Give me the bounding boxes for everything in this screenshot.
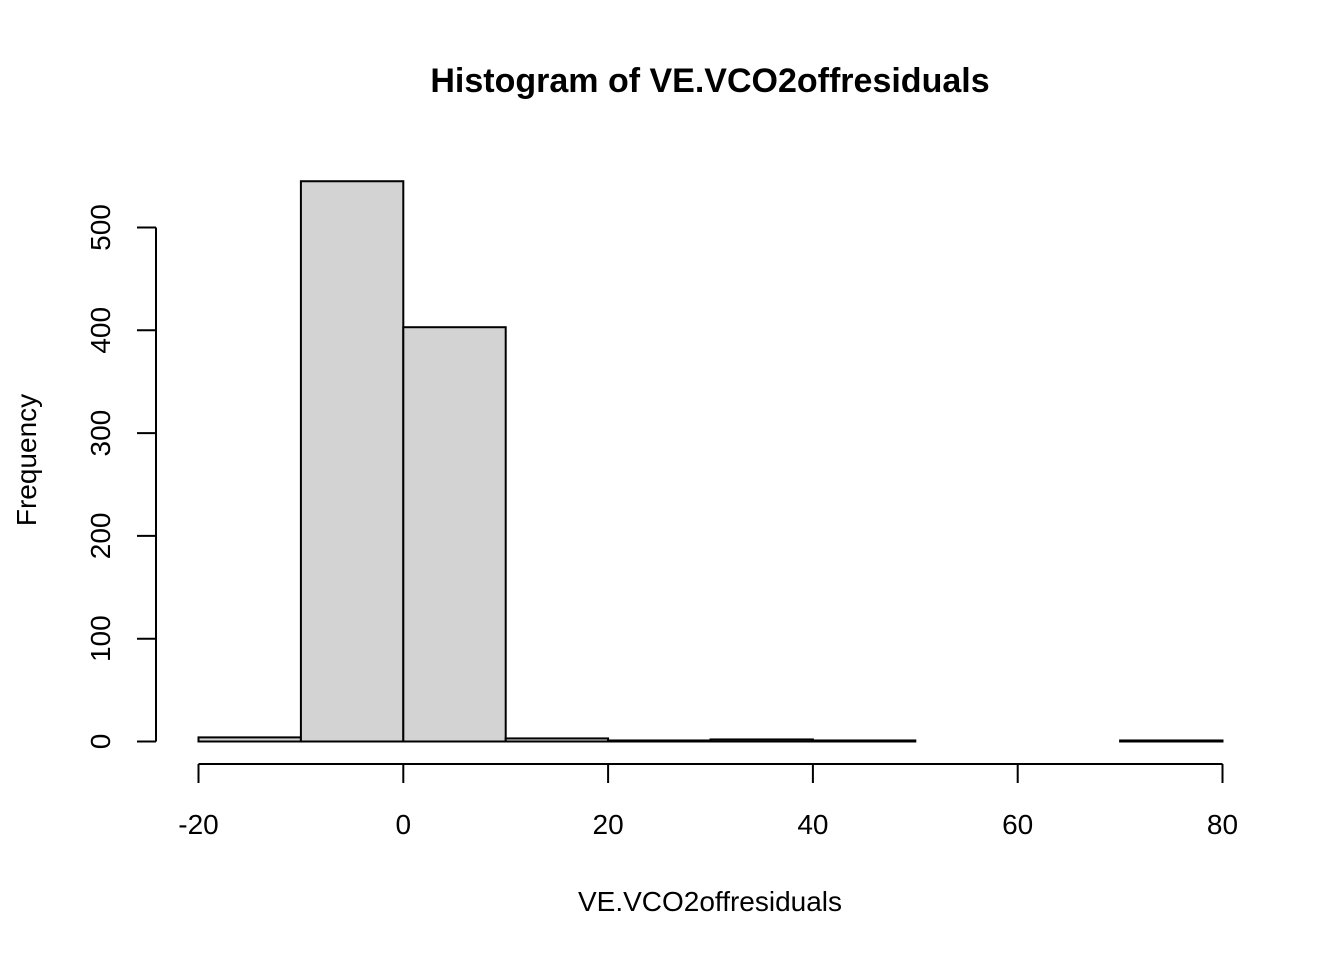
chart-title: Histogram of VE.VCO2offresiduals bbox=[430, 62, 989, 100]
x-tick-label-4: 60 bbox=[1002, 809, 1033, 840]
y-tick-label-5: 500 bbox=[85, 204, 116, 251]
x-tick-label-0: -20 bbox=[178, 809, 218, 840]
histogram-bar-9 bbox=[1119, 739, 1224, 743]
histogram-bar-0 bbox=[197, 736, 302, 743]
y-axis: 0 100 200 300 400 500 bbox=[85, 204, 157, 750]
histogram-bar-6 bbox=[811, 739, 917, 743]
x-tick-label-2: 20 bbox=[593, 809, 624, 840]
histogram-bar-2 bbox=[402, 326, 507, 743]
histogram-bar-4 bbox=[607, 739, 712, 743]
y-tick-label-2: 200 bbox=[85, 513, 116, 560]
bars-group bbox=[197, 180, 1224, 743]
y-tick-label-0: 0 bbox=[85, 734, 116, 750]
x-tick-label-5: 80 bbox=[1207, 809, 1238, 840]
histogram-bar-1 bbox=[299, 180, 405, 743]
y-tick-label-4: 400 bbox=[85, 307, 116, 354]
x-axis: -20 0 20 40 60 80 bbox=[178, 763, 1238, 840]
x-axis-label: VE.VCO2offresiduals bbox=[578, 886, 842, 917]
histogram-bar-3 bbox=[504, 737, 610, 743]
y-axis-label: Frequency bbox=[11, 394, 42, 526]
y-tick-label-1: 100 bbox=[85, 615, 116, 662]
x-tick-label-3: 40 bbox=[797, 809, 828, 840]
y-tick-label-3: 300 bbox=[85, 410, 116, 457]
histogram-bar-5 bbox=[709, 738, 814, 743]
x-tick-label-1: 0 bbox=[396, 809, 412, 840]
